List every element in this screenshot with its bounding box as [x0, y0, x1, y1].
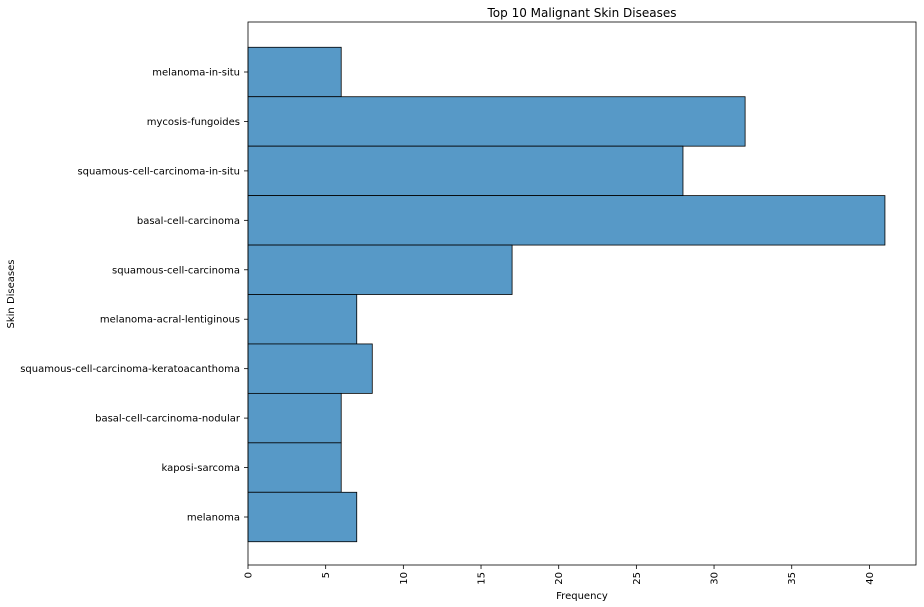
y-tick-label: melanoma-acral-lentiginous	[100, 315, 240, 326]
y-tick-label: squamous-cell-carcinoma-in-situ	[77, 166, 240, 177]
bar-kaposi-sarcoma	[247, 442, 342, 493]
bar-melanoma-in-situ	[247, 46, 342, 98]
x-tick-label: 35	[787, 572, 798, 585]
x-axis-label: Frequency	[556, 591, 608, 602]
x-tick-label: 5	[321, 572, 332, 578]
x-tick-label: 25	[632, 572, 643, 585]
x-tick-label: 20	[554, 572, 565, 585]
x-tick-label: 10	[399, 572, 410, 585]
bars-group	[247, 46, 886, 543]
y-tick-label: squamous-cell-carcinoma-keratoacanthoma	[20, 364, 240, 375]
x-tick-label: 0	[244, 572, 255, 578]
y-ticks-group: melanoma-in-situ mycosis-fungoides squamou…	[20, 68, 248, 524]
y-tick-label: melanoma-in-situ	[152, 68, 240, 79]
x-tick-label: 30	[710, 572, 721, 585]
bar-squamous-cell-carcinoma-keratoacanthoma	[247, 343, 373, 394]
plot-frame	[247, 21, 917, 566]
x-tick-label: 15	[477, 572, 488, 585]
x-ticks-group: 0 5 10 15 20 25 30 35 40	[244, 565, 876, 585]
y-tick-label: mycosis-fungoides	[147, 117, 240, 128]
bar-squamous-cell-carcinoma	[247, 244, 513, 295]
bar-melanoma	[247, 491, 358, 543]
y-tick-label: basal-cell-carcinoma-nodular	[95, 414, 241, 425]
bar-melanoma-acral-lentiginous	[247, 294, 358, 345]
y-tick-label: melanoma	[187, 513, 240, 524]
x-tick-label: 40	[865, 572, 876, 585]
bar-basal-cell-carcinoma	[247, 195, 886, 246]
y-tick-label: basal-cell-carcinoma	[137, 216, 240, 227]
y-axis-label: Skin Diseases	[6, 260, 17, 329]
bar-basal-cell-carcinoma-nodular	[247, 392, 342, 444]
bar-mycosis-fungoides	[247, 96, 746, 147]
y-tick-label: kaposi-sarcoma	[161, 463, 240, 474]
chart-title: Top 10 Malignant Skin Diseases	[487, 6, 677, 20]
y-tick-label: squamous-cell-carcinoma	[112, 265, 240, 276]
bar-squamous-cell-carcinoma-in-situ	[247, 145, 684, 197]
